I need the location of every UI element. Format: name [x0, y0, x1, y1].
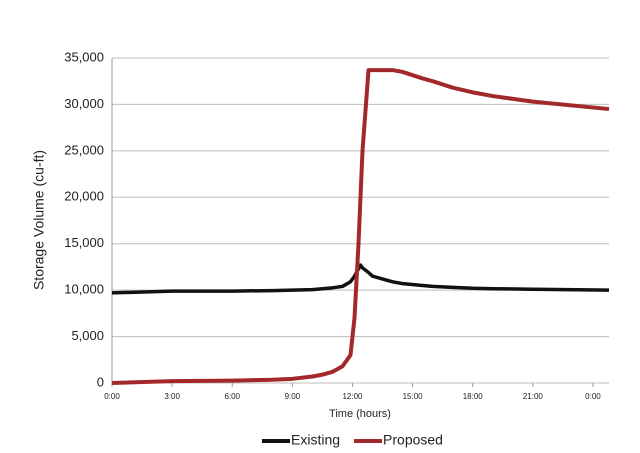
x-tick-label: 0:00	[104, 392, 120, 401]
x-tick-label: 3:00	[164, 392, 180, 401]
x-tick-label: 9:00	[285, 392, 301, 401]
y-tick-label: 20,000	[64, 189, 104, 204]
y-tick-label: 35,000	[64, 49, 104, 64]
x-axis-title: Time (hours)	[329, 408, 391, 420]
y-tick-label: 10,000	[64, 282, 104, 297]
x-tick-label: 6:00	[224, 392, 240, 401]
legend-label: Existing	[291, 432, 340, 448]
y-tick-label: 25,000	[64, 142, 104, 157]
series-line	[111, 263, 610, 295]
y-tick-label: 30,000	[64, 96, 104, 111]
y-tick-label: 0	[97, 374, 104, 389]
x-tick-label: 18:00	[463, 392, 484, 401]
x-tick-label: 21:00	[523, 392, 544, 401]
series-line	[111, 68, 610, 385]
y-tick-label: 15,000	[64, 235, 104, 250]
x-tick-label: 12:00	[342, 392, 363, 401]
x-tick-label: 0:00	[585, 392, 601, 401]
x-tick-label: 15:00	[403, 392, 424, 401]
y-tick-label: 5,000	[71, 328, 104, 343]
legend-label: Proposed	[383, 432, 443, 448]
y-axis-title: Storage Volume (cu-ft)	[31, 150, 47, 290]
